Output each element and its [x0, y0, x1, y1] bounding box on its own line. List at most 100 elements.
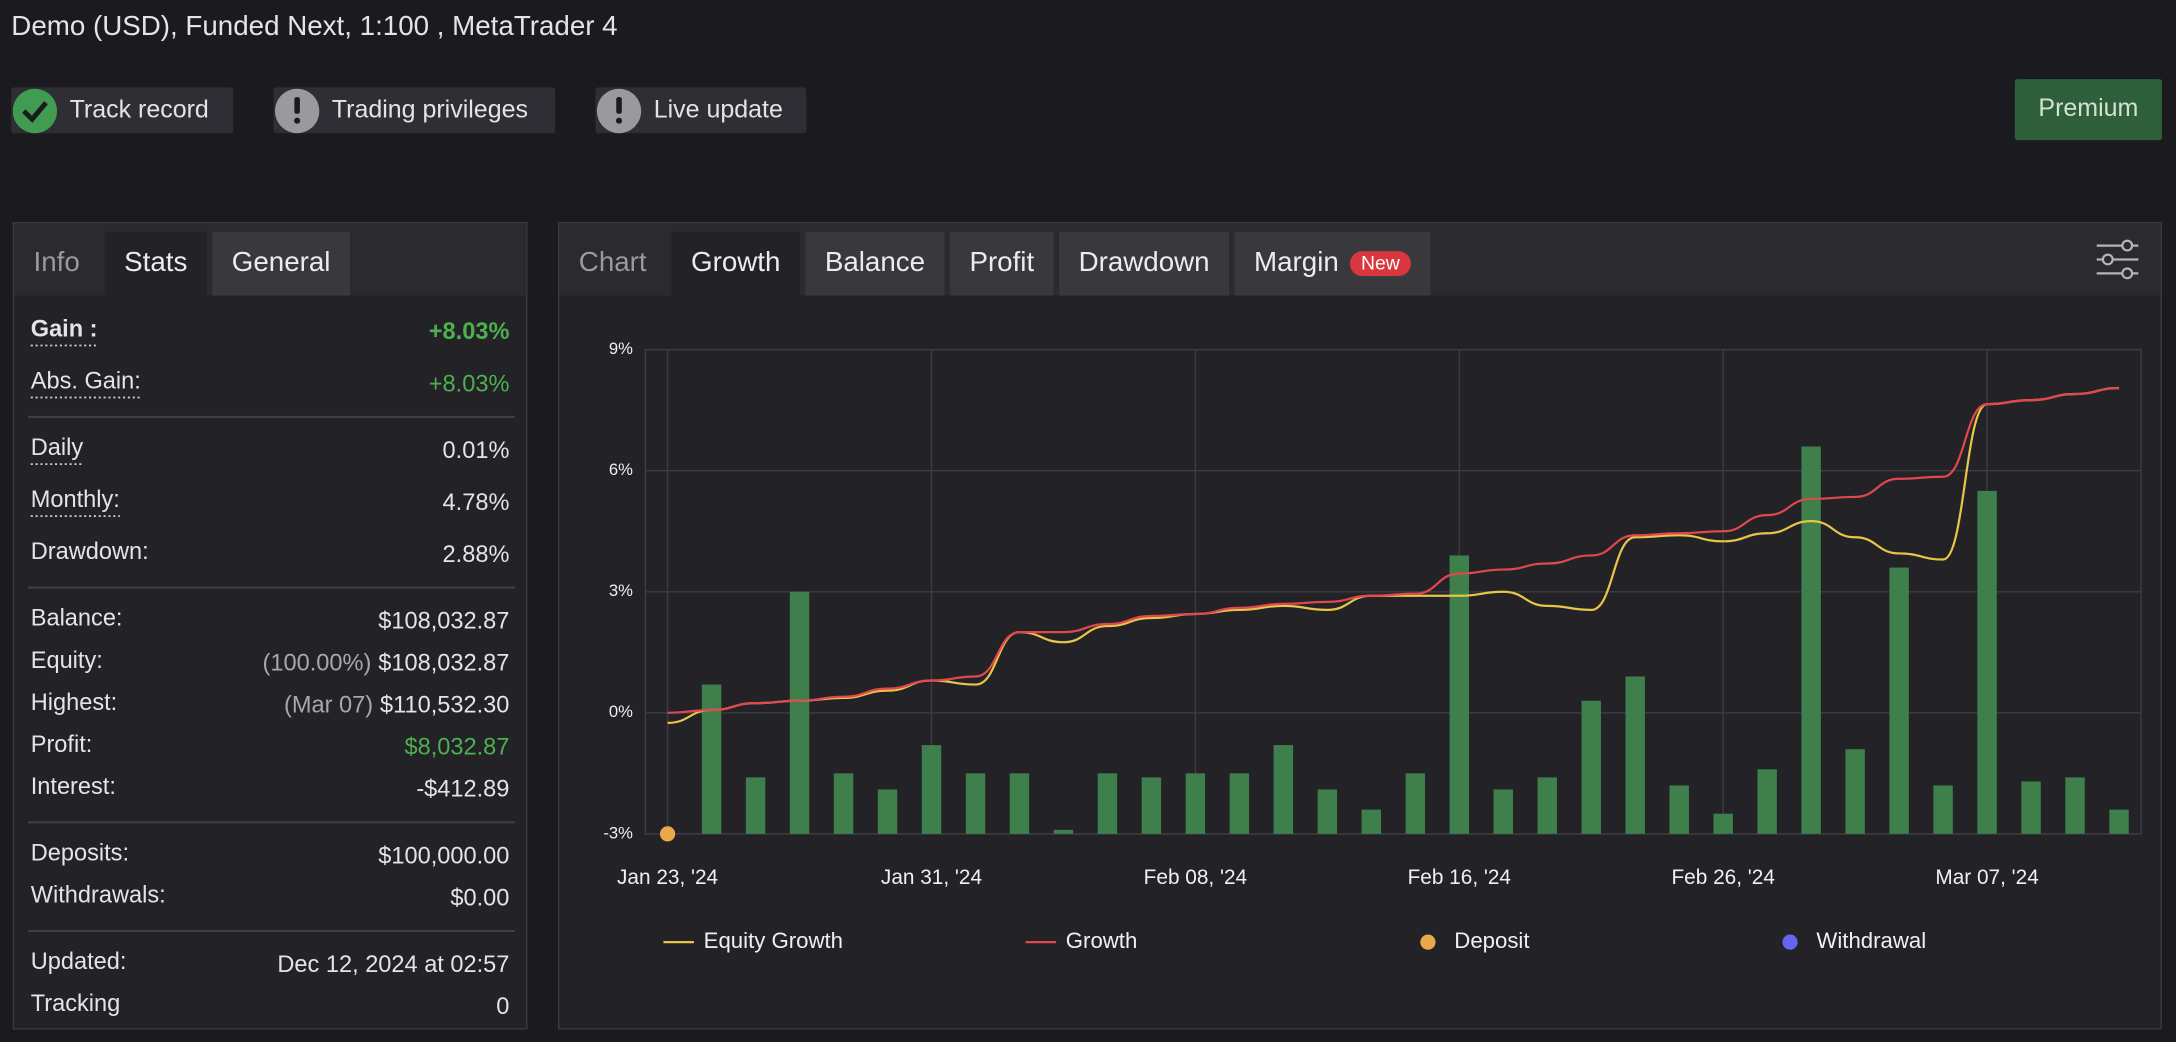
- tab: Info: [34, 246, 80, 277]
- tab[interactable]: Balance: [805, 231, 945, 296]
- stat-value: +8.03%: [429, 318, 510, 344]
- bar: [1273, 745, 1294, 834]
- slider-knob: [2101, 253, 2114, 266]
- stat-note: (Mar 07): [284, 692, 373, 718]
- bar: [701, 684, 722, 834]
- stat-label: Highest:: [31, 689, 118, 715]
- stat-label: Monthly:: [31, 486, 120, 512]
- tab-bg: [805, 231, 945, 296]
- tab-label: Profit: [969, 246, 1034, 277]
- bar: [2065, 777, 2085, 834]
- legend-label: Equity Growth: [704, 928, 843, 953]
- stat-label: Equity:: [31, 647, 103, 673]
- badge[interactable]: Trading privileges: [273, 87, 556, 134]
- legend-item[interactable]: Withdrawal: [1782, 928, 1926, 953]
- legend-label: Deposit: [1454, 928, 1529, 953]
- bar: [1757, 769, 1777, 834]
- stat-value: 0.01%: [443, 437, 510, 463]
- tab-label: Chart: [579, 246, 647, 277]
- bar: [745, 777, 766, 834]
- x-tick-label: Feb 26, '24: [1671, 866, 1774, 889]
- stat-label: Profit:: [31, 731, 93, 757]
- bar: [1845, 749, 1865, 834]
- tab-label: Info: [34, 246, 80, 277]
- bar: [1977, 490, 1997, 834]
- stat-value: Dec 12, 2024 at 02:57: [277, 951, 509, 977]
- stats-panel: [12, 221, 528, 1030]
- tab-label: Balance: [825, 246, 925, 277]
- bar: [1625, 676, 1645, 834]
- tab-label: General: [232, 246, 331, 277]
- stat-note: (100.00%): [263, 650, 372, 676]
- y-tick-label: 3%: [609, 581, 633, 600]
- bar: [789, 591, 810, 834]
- bar: [1449, 555, 1470, 834]
- bar: [965, 773, 986, 834]
- settings-icon[interactable]: [2096, 239, 2139, 280]
- legend-item[interactable]: Equity Growth: [663, 928, 843, 953]
- bar: [1229, 773, 1250, 834]
- stat-label: Tracking: [31, 990, 121, 1016]
- tab[interactable]: Profit: [950, 231, 1054, 296]
- stat-value: 2.88%: [443, 541, 510, 567]
- warning-icon: [294, 117, 301, 124]
- stat-value: $100,000.00: [378, 842, 509, 868]
- bar: [1537, 777, 1557, 834]
- tab[interactable]: General: [212, 231, 350, 296]
- bar: [833, 773, 854, 834]
- bar: [1581, 700, 1601, 834]
- tab-label: Drawdown: [1079, 246, 1210, 277]
- tab[interactable]: Margin New: [1234, 231, 1431, 296]
- tab[interactable]: Growth: [671, 231, 800, 296]
- tab-label: Stats: [124, 246, 187, 277]
- point: [659, 826, 676, 842]
- legend-label: Withdrawal: [1816, 928, 1926, 953]
- x-tick-label: Jan 23, '24: [617, 866, 718, 889]
- stat-value: $108,032.87: [378, 650, 509, 676]
- stat-label: Updated:: [31, 948, 127, 974]
- line: [667, 386, 2120, 714]
- legend-item[interactable]: Deposit: [1420, 928, 1530, 953]
- page-title: Demo (USD), Funded Next, 1:100 , MetaTra…: [11, 10, 617, 41]
- new-badge: [1349, 251, 1411, 277]
- stat-value: $0.00: [450, 884, 509, 910]
- stat-label: Drawdown:: [31, 538, 149, 564]
- bar: [1493, 789, 1513, 834]
- warning-icon: [615, 117, 623, 124]
- stat-label: Abs. Gain:: [31, 367, 141, 393]
- tab-bg: [104, 231, 207, 296]
- bar: [1361, 809, 1382, 834]
- tab-bg: [950, 231, 1054, 296]
- bar: [1317, 789, 1338, 834]
- bar: [1713, 813, 1733, 834]
- legend-item[interactable]: Growth: [1025, 928, 1138, 953]
- warning-icon: [294, 97, 300, 114]
- badge[interactable]: Track record: [11, 87, 234, 134]
- stat-value: $110,532.30: [380, 692, 509, 718]
- x-tick-label: Jan 31, '24: [881, 866, 982, 889]
- bar: [2109, 809, 2129, 834]
- tab[interactable]: Stats: [104, 231, 207, 296]
- new-badge-label: New: [1361, 252, 1401, 274]
- legend-swatch: [1782, 934, 1798, 950]
- stat-value: $108,032.87: [378, 608, 509, 634]
- stat-value: 0: [496, 993, 509, 1019]
- stat-label: Withdrawals:: [31, 882, 166, 908]
- premium-button[interactable]: Premium: [2014, 79, 2162, 141]
- plot-border: [644, 348, 2142, 835]
- bar: [1097, 773, 1118, 834]
- slider-knob: [2121, 239, 2134, 252]
- tab-label: Growth: [691, 246, 780, 277]
- bar: [1669, 785, 1689, 834]
- stat-value: 4.78%: [443, 489, 510, 515]
- stat-label: Deposits:: [31, 840, 129, 866]
- tab-bg: [671, 231, 800, 296]
- badge-icon: [12, 88, 58, 134]
- warning-icon: [616, 97, 622, 114]
- stat-value: +8.03%: [429, 370, 510, 396]
- tab-label: Margin: [1254, 246, 1339, 277]
- legend-swatch: [1420, 934, 1436, 950]
- badge[interactable]: Live update: [595, 87, 807, 134]
- tab[interactable]: Drawdown: [1059, 231, 1230, 296]
